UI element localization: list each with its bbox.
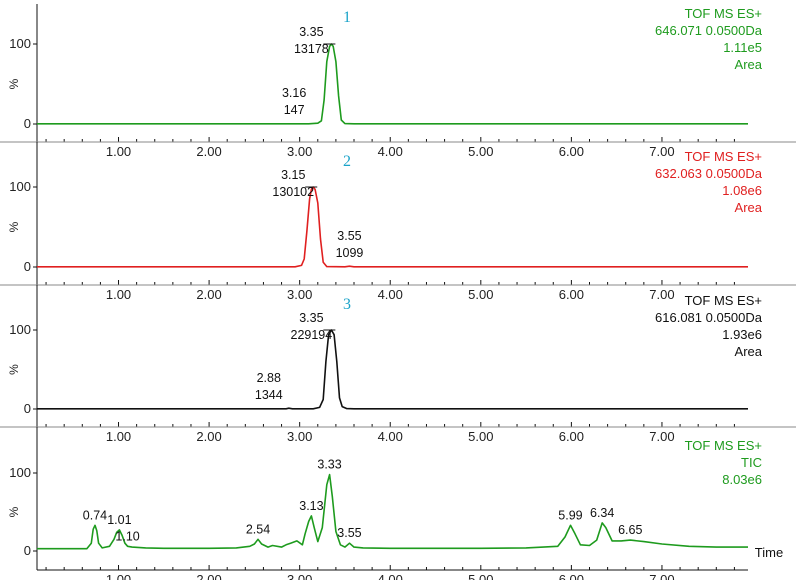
- peak-area-label: 13178: [294, 42, 329, 56]
- y-tick-label: 0: [24, 259, 31, 274]
- peak-rt-label: 2.54: [246, 522, 270, 536]
- x-tick-label: 2.00: [196, 572, 221, 580]
- trace-info-line: TOF MS ES+: [685, 6, 762, 21]
- x-axis-label: Time: [755, 545, 783, 560]
- series-line: [37, 473, 748, 550]
- x-tick-label: 1.00: [106, 144, 131, 159]
- x-tick-label: 7.00: [649, 429, 674, 444]
- y-tick-label: 100: [9, 465, 31, 480]
- trace-info-line: 1.11e5: [723, 40, 762, 55]
- x-tick-label: 4.00: [378, 429, 403, 444]
- peak-rt-label: 3.35: [299, 311, 323, 325]
- peak-rt-label: 3.16: [282, 86, 306, 100]
- x-tick-label: 7.00: [649, 144, 674, 159]
- peak-rt-label: 3.33: [317, 458, 341, 472]
- x-tick-label: 3.00: [287, 144, 312, 159]
- panel-4: 0 100% 1.00 2.00 3.00 4.00 5.00 6.00 7.00 Time 0.7…: [7, 427, 783, 580]
- peak-rt-label: 6.65: [618, 523, 642, 537]
- x-tick-label: 5.00: [468, 429, 493, 444]
- x-tick-label: 7.00: [649, 287, 674, 302]
- trace-info-line: Area: [735, 200, 763, 215]
- y-tick-label: 100: [9, 322, 31, 337]
- x-tick-label: 2.00: [196, 144, 221, 159]
- panel-3: 0 100% 1.00 2.00 3.00 4.00 5.00 6.00 7.00 3.35 229…: [0, 285, 796, 444]
- peak-rt-label: 3.55: [337, 229, 361, 243]
- peak-area-label: 1344: [255, 388, 283, 402]
- trace-info-line: TOF MS ES+: [685, 149, 762, 164]
- peak-rt-label: 3.55: [337, 526, 361, 540]
- series-line: [37, 329, 748, 410]
- x-tick-label: 5.00: [468, 144, 493, 159]
- x-tick-label: 6.00: [559, 572, 584, 580]
- x-tick-label: 6.00: [559, 429, 584, 444]
- peak-area-label: 147: [284, 103, 305, 117]
- peak-area-label: 229194: [291, 328, 333, 342]
- x-tick-label: 3.00: [287, 572, 312, 580]
- x-tick-label: 3.00: [287, 429, 312, 444]
- x-tick-label: 3.00: [287, 287, 312, 302]
- x-tick-label: 5.00: [468, 287, 493, 302]
- series-line: [37, 186, 748, 268]
- y-axis-label: %: [7, 364, 21, 375]
- x-tick-label: 4.00: [378, 144, 403, 159]
- peak-area-label: 130102: [272, 185, 314, 199]
- y-tick-label: 100: [9, 36, 31, 51]
- panel-2: 0 100% 1.00 2.00 3.00 4.00 5.00 6.00 7.00 3.15 130…: [0, 142, 796, 302]
- x-tick-label: 1.00: [106, 572, 131, 580]
- y-tick-label: 0: [24, 401, 31, 416]
- trace-info-line: TOF MS ES+: [685, 438, 762, 453]
- peak-area-label: 1099: [336, 246, 364, 260]
- peak-rt-label: 1.10: [115, 529, 139, 543]
- panel-number-label: 3: [343, 296, 351, 313]
- x-tick-label: 1.00: [106, 287, 131, 302]
- y-tick-label: 100: [9, 179, 31, 194]
- trace-info-line: 616.081 0.0500Da: [655, 310, 763, 325]
- trace-info-line: TIC: [741, 455, 762, 470]
- trace-info-line: 8.03e6: [722, 472, 762, 487]
- trace-info-line: 1.93e6: [722, 327, 762, 342]
- trace-info-line: TOF MS ES+: [685, 293, 762, 308]
- peak-rt-label: 3.13: [299, 499, 323, 513]
- x-tick-label: 2.00: [196, 429, 221, 444]
- panel-number-label: 2: [343, 153, 351, 170]
- x-tick-label: 2.00: [196, 287, 221, 302]
- peak-rt-label: 0.74: [83, 508, 107, 522]
- peak-rt-label: 3.15: [281, 168, 305, 182]
- y-tick-label: 0: [24, 543, 31, 558]
- trace-info-line: Area: [735, 57, 763, 72]
- x-tick-label: 5.00: [468, 572, 493, 580]
- trace-info-line: 646.071 0.0500Da: [655, 23, 763, 38]
- x-tick-label: 4.00: [378, 287, 403, 302]
- x-tick-label: 7.00: [649, 572, 674, 580]
- x-tick-label: 6.00: [559, 144, 584, 159]
- trace-info-line: Area: [735, 344, 763, 359]
- panel-number-label: 1: [343, 9, 351, 26]
- y-tick-label: 0: [24, 116, 31, 131]
- peak-rt-label: 2.88: [257, 371, 281, 385]
- peak-rt-label: 3.35: [299, 25, 323, 39]
- peak-rt-label: 6.34: [590, 506, 614, 520]
- x-tick-label: 4.00: [378, 572, 403, 580]
- y-axis-label: %: [7, 506, 21, 517]
- series-line: [37, 43, 748, 125]
- y-axis-label: %: [7, 221, 21, 232]
- trace-info-line: 1.08e6: [722, 183, 762, 198]
- peak-rt-label: 5.99: [558, 508, 582, 522]
- panel-1: 0 100% 1.00 2.00 3.00 4.00 5.00 6.00 7.00 3.35 131…: [0, 4, 796, 159]
- x-tick-label: 1.00: [106, 429, 131, 444]
- trace-info-line: 632.063 0.0500Da: [655, 166, 763, 181]
- x-tick-label: 6.00: [559, 287, 584, 302]
- peak-rt-label: 1.01: [107, 513, 131, 527]
- y-axis-label: %: [7, 78, 21, 89]
